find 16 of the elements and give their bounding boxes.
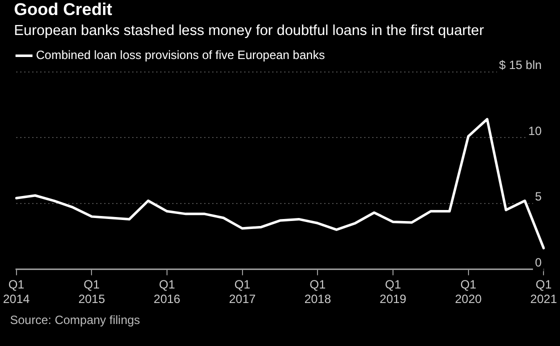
x-tick-label: Q1 2015 [78,278,106,306]
x-tick-label: Q1 2019 [380,278,407,306]
x-tick-label: Q1 2020 [454,278,482,306]
x-tick-label: Q1 2016 [154,278,181,306]
chart-subtitle: European banks stashed less money for doubtful loans in the first quarter [14,23,484,40]
y-tick-label: $ 15 bln [498,58,542,72]
legend-label: Combined loan loss provisions of five European banks [36,48,325,62]
x-tick-label: Q1 2018 [304,278,332,306]
source-note: Source: Company filings [10,313,140,327]
chart-title: Good Credit [14,0,113,19]
y-tick-label: 10 [528,124,542,138]
x-tick-label: Q1 2021 [530,278,558,306]
x-tick-label: Q1 2014 [2,278,30,306]
x-tick-label: Q1 2017 [228,278,256,306]
y-tick-label: 0 [534,256,542,270]
y-tick-label: 5 [534,190,542,204]
